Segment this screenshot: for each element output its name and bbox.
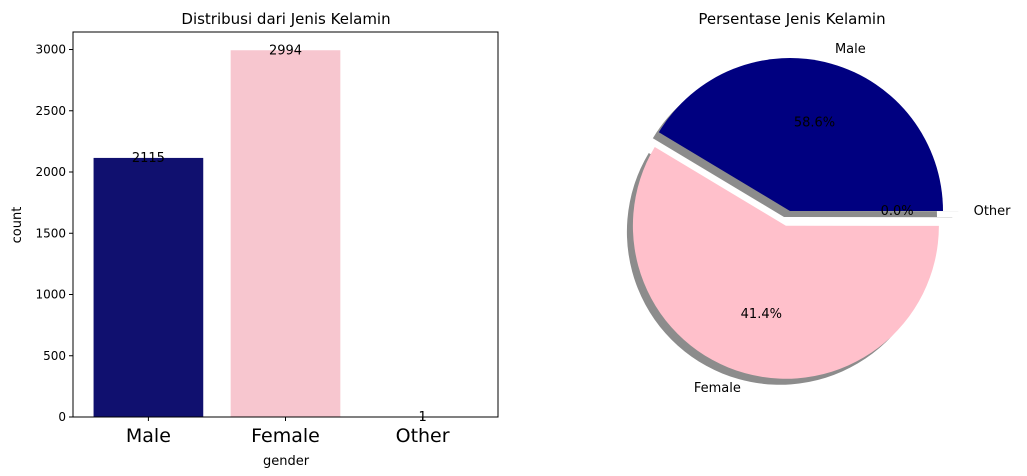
pie-chart-title: Persentase Jenis Kelamin: [698, 10, 885, 28]
pie-chart: Persentase Jenis Kelamin Male 58.6% Female…: [626, 10, 1011, 396]
pie-labels: Male 58.6% Female 41.4% Other 0.0%: [694, 42, 1011, 396]
bar-chart: Distribusi dari Jenis Kelamin 0 500 1000 15…: [10, 10, 499, 469]
pie-category-label: Male: [835, 42, 866, 57]
bar-male: [93, 157, 204, 418]
bar-data-label: 2994: [269, 43, 302, 58]
y-axis-label: count: [10, 207, 25, 244]
pie-slice-male: [658, 58, 943, 211]
x-tick-label: Male: [126, 425, 171, 447]
bar-chart-title: Distribusi dari Jenis Kelamin: [181, 10, 390, 28]
pie-percent-label: 0.0%: [881, 204, 914, 219]
y-tick-label: 3000: [35, 43, 66, 57]
pie-category-label: Female: [694, 381, 741, 396]
x-tick-label: Other: [396, 425, 450, 447]
y-tick-label: 0: [58, 410, 66, 424]
x-axis-ticks: Male Female Other: [126, 417, 450, 447]
bar-female: [230, 50, 341, 417]
y-tick-label: 2000: [35, 165, 66, 179]
x-axis-label: gender: [263, 454, 310, 469]
pie-percent-label: 41.4%: [741, 307, 782, 322]
x-tick-label: Female: [251, 425, 320, 447]
y-tick-label: 1000: [35, 288, 66, 302]
pie-category-label: Other: [974, 204, 1012, 219]
pie-slices: [632, 58, 959, 379]
y-tick-label: 1500: [35, 226, 66, 240]
y-axis-ticks: 0 500 1000 1500 2000 2500 3000: [35, 43, 73, 424]
pie-slice-female: [632, 146, 939, 379]
y-tick-label: 2500: [35, 104, 66, 118]
pie-percent-label: 58.6%: [794, 116, 835, 131]
y-tick-label: 500: [43, 349, 66, 363]
bar-data-label: 2115: [132, 151, 165, 166]
